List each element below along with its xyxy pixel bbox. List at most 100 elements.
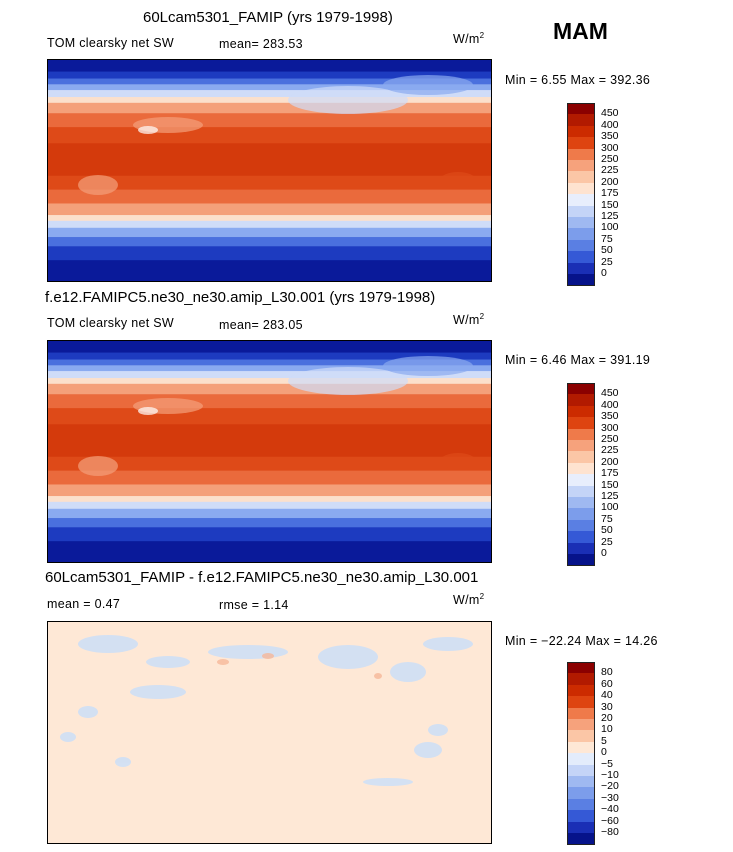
- colorbar-swatch: [567, 531, 595, 544]
- panel-1-units: W/m2: [453, 31, 485, 47]
- colorbar-swatch: [567, 228, 595, 241]
- colorbar-level-label: −5: [601, 757, 613, 770]
- colorbar-level-label: 350: [601, 410, 619, 423]
- panel-2-minmax: Min = 6.46 Max = 391.19: [505, 353, 651, 367]
- colorbar-level-label: 225: [601, 164, 619, 177]
- colorbar-level-label: 225: [601, 444, 619, 457]
- colorbar-swatch: [567, 497, 595, 509]
- colorbar-swatch: [567, 194, 595, 207]
- panel-3-mean-label: mean = 0.47: [47, 597, 121, 611]
- panel-1-field: [48, 60, 491, 281]
- colorbar-level-label: 450: [601, 387, 619, 400]
- panel-2-field: [48, 341, 491, 562]
- colorbar-swatch: [567, 417, 595, 430]
- colorbar-swatch: [567, 182, 595, 195]
- colorbar-swatch: [567, 730, 595, 743]
- colorbar-level-label: 200: [601, 455, 619, 468]
- colorbar-swatch: [567, 262, 595, 275]
- colorbar-swatch: [567, 833, 595, 845]
- colorbar-level-label: 0: [601, 547, 607, 559]
- colorbar-swatch: [567, 485, 595, 498]
- colorbar-level-label: 400: [601, 398, 619, 411]
- panel-2-title: f.e12.FAMIPC5.ne30_ne30.amip_L30.001 (yr…: [45, 289, 436, 306]
- colorbar-level-label: 400: [601, 118, 619, 131]
- colorbar-swatch: [567, 274, 595, 286]
- panel-1-minmax: Min = 6.55 Max = 392.36: [505, 73, 651, 87]
- colorbar-level-label: 20: [601, 712, 613, 724]
- colorbar-swatch: [567, 251, 595, 264]
- colorbar-level-label: 150: [601, 478, 619, 491]
- colorbar-swatch: [567, 148, 595, 161]
- colorbar-level-label: 50: [601, 524, 613, 537]
- colorbar-swatch: [567, 662, 595, 674]
- colorbar-swatch: [567, 673, 595, 686]
- colorbar-level-label: 50: [601, 244, 613, 257]
- colorbar-swatch: [567, 764, 595, 777]
- panel-3-map: [47, 621, 492, 844]
- panel-1-title: 60Lcam5301_FAMIP (yrs 1979-1998): [143, 9, 393, 26]
- colorbar-level-label: 30: [601, 700, 613, 713]
- colorbar-level-label: −10: [601, 769, 619, 781]
- colorbar-swatch: [567, 114, 595, 127]
- colorbar-swatch: [567, 787, 595, 800]
- colorbar-swatch: [567, 776, 595, 788]
- colorbar-swatch: [567, 239, 595, 252]
- colorbar-swatch: [567, 125, 595, 138]
- colorbar-swatch: [567, 440, 595, 452]
- colorbar-level-label: −20: [601, 780, 619, 793]
- colorbar-level-label: 450: [601, 107, 619, 120]
- colorbar-swatch: [567, 474, 595, 487]
- colorbar-swatch: [567, 171, 595, 184]
- colorbar-swatch: [567, 160, 595, 172]
- colorbar-swatch: [567, 719, 595, 731]
- colorbar-swatch: [567, 554, 595, 566]
- colorbar-swatch: [567, 684, 595, 697]
- colorbar-level-label: 150: [601, 198, 619, 211]
- colorbar-swatch: [567, 707, 595, 720]
- colorbar-swatch: [567, 428, 595, 441]
- colorbar-level-label: 100: [601, 221, 619, 234]
- colorbar-swatch: [567, 451, 595, 464]
- colorbar-swatch: [567, 405, 595, 418]
- colorbar-level-label: 300: [601, 141, 619, 154]
- colorbar-level-label: 60: [601, 677, 613, 690]
- colorbar-level-label: −40: [601, 803, 619, 816]
- colorbar-swatch: [567, 462, 595, 475]
- colorbar-level-label: 100: [601, 501, 619, 514]
- panel-3-field: [60, 635, 473, 786]
- colorbar-swatch: [567, 821, 595, 834]
- colorbar-level-label: 10: [601, 723, 613, 736]
- panel-2-units: W/m2: [453, 312, 485, 328]
- colorbar-swatch: [567, 394, 595, 407]
- colorbar-level-label: 40: [601, 689, 613, 702]
- colorbar-swatch: [567, 741, 595, 754]
- colorbar-swatch: [567, 508, 595, 521]
- colorbar-swatch: [567, 696, 595, 709]
- colorbar-swatch: [567, 103, 595, 115]
- colorbar-swatch: [567, 810, 595, 823]
- colorbar-swatch: [567, 137, 595, 150]
- panel-1-variable-label: TOM clearsky net SW: [47, 36, 175, 50]
- colorbar-level-label: −80: [601, 826, 619, 838]
- colorbar-level-label: 5: [601, 734, 607, 747]
- panel-3-rmse-label: rmse = 1.14: [219, 598, 289, 612]
- colorbar-swatch: [567, 205, 595, 218]
- colorbar-swatch: [567, 798, 595, 811]
- colorbar-swatch: [567, 753, 595, 766]
- colorbar-level-label: −60: [601, 814, 619, 827]
- colorbar-swatch: [567, 383, 595, 395]
- colorbar-level-label: 25: [601, 255, 613, 268]
- colorbar-level-label: −30: [601, 791, 619, 804]
- colorbar-level-label: 125: [601, 490, 619, 502]
- colorbar-level-label: 0: [601, 267, 607, 279]
- colorbar-swatch: [567, 542, 595, 555]
- colorbar-level-label: 25: [601, 535, 613, 548]
- colorbar-level-label: 250: [601, 153, 619, 165]
- panel-2-map: [47, 340, 492, 563]
- colorbar-swatch: [567, 519, 595, 532]
- panel-1-mean-label: mean= 283.53: [219, 37, 303, 51]
- panel-1-map: [47, 59, 492, 282]
- colorbar-swatch: [567, 217, 595, 229]
- panel-2-mean-label: mean= 283.05: [219, 318, 303, 332]
- colorbar-level-label: 250: [601, 433, 619, 445]
